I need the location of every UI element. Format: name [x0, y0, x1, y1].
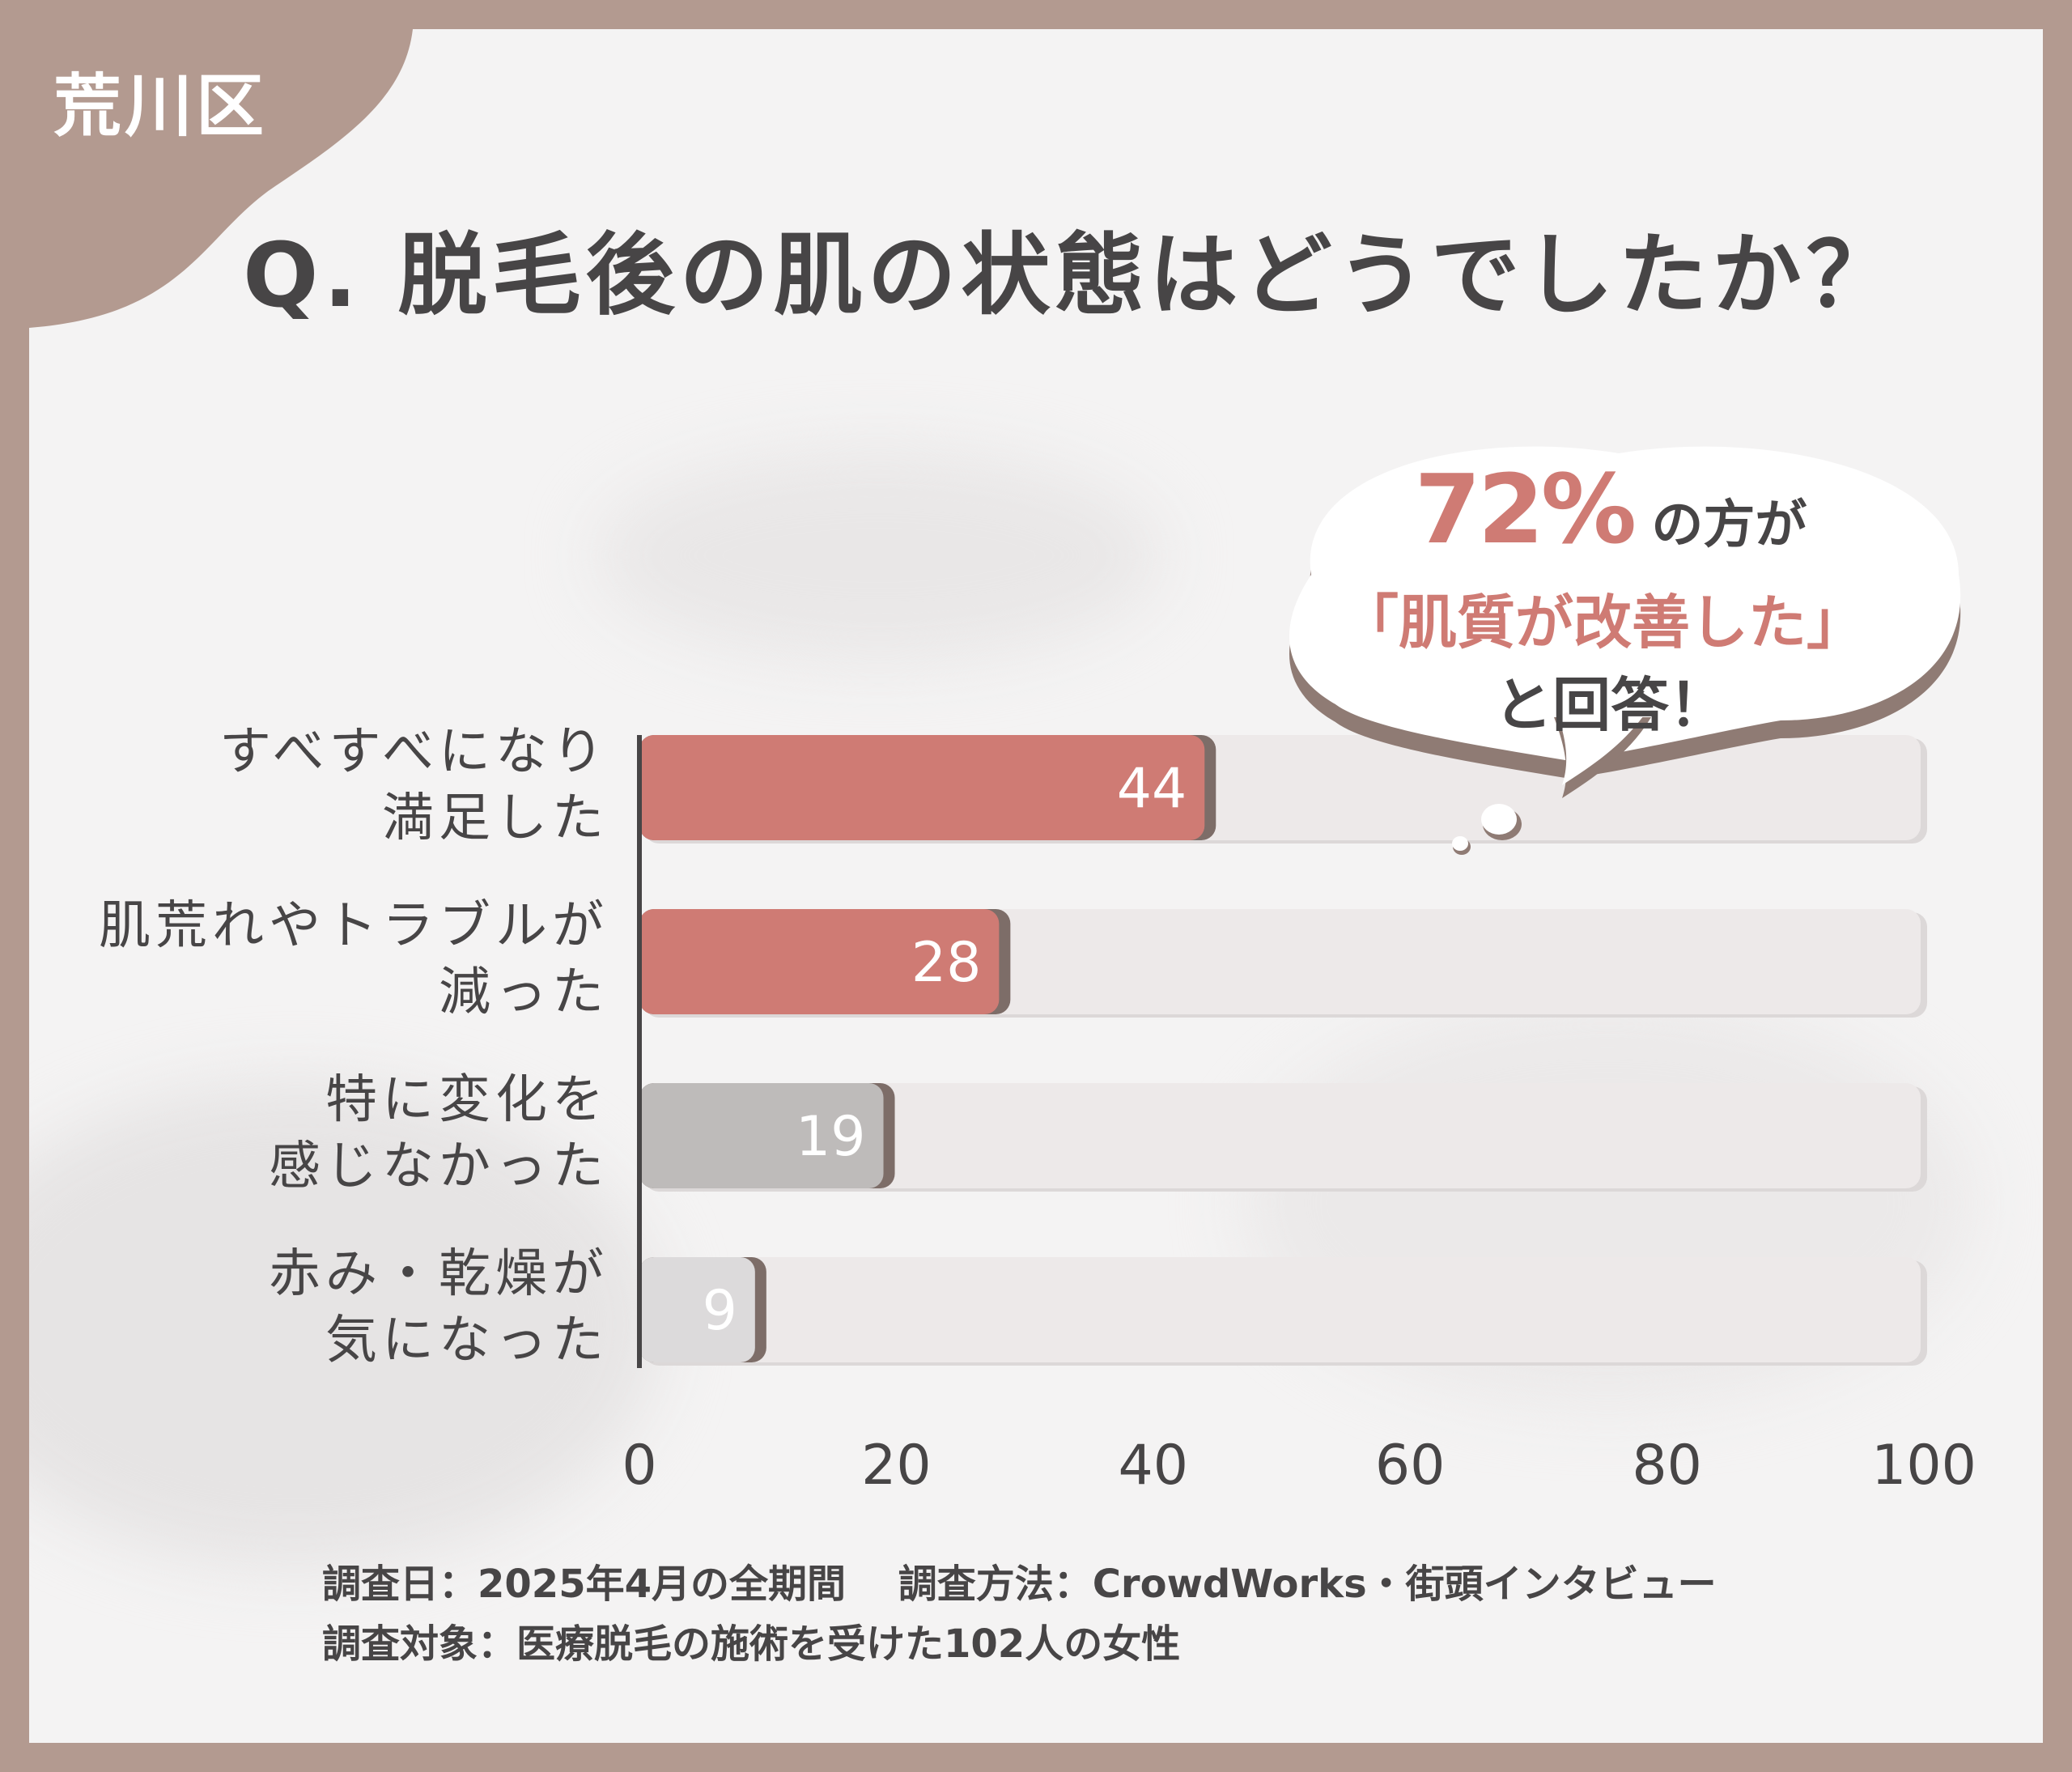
- callout-percent: 72%: [1414, 453, 1637, 565]
- question-title: Q. 脱毛後の肌の状態はどうでしたか？: [243, 223, 1900, 327]
- background-shade: [596, 450, 1162, 661]
- x-tick-label: 80: [1632, 1434, 1702, 1498]
- category-label: すべすべになり 満足した: [26, 719, 609, 852]
- callout-line1: 72% の方が: [1246, 453, 1975, 565]
- bar-value-label: 19: [796, 1105, 866, 1169]
- category-label-line: 赤み・乾燥が: [269, 1244, 609, 1304]
- category-label: 特に変化を感じなかった: [26, 1067, 609, 1200]
- bar-track: [639, 1257, 1921, 1362]
- category-label-line: 特に変化を: [325, 1070, 609, 1130]
- x-tick-label: 60: [1375, 1434, 1446, 1498]
- corner-tab: [29, 29, 413, 328]
- x-tick-label: 100: [1871, 1434, 1976, 1498]
- category-label-line: 肌荒れやトラブルが: [99, 896, 609, 956]
- bar-value-label: 9: [703, 1279, 737, 1343]
- callout-line3: と回答！: [1493, 671, 1727, 739]
- category-label-line: すべすべになり: [219, 722, 609, 782]
- footer-line1: 調査日：2025年4月の全期間 調査方法：CrowdWorks・街頭インタビュー: [322, 1562, 1717, 1607]
- category-label-line: 満足した: [382, 788, 609, 848]
- speech-bubble: [1289, 446, 1961, 855]
- bar: [639, 1257, 755, 1362]
- bar: [639, 1083, 884, 1188]
- category-label-line: 感じなかった: [269, 1137, 609, 1196]
- category-label-line: 気になった: [325, 1311, 609, 1370]
- bar-track: [639, 1083, 1921, 1188]
- callout-line2: 「肌質が改善した」: [1340, 589, 1865, 657]
- bar-value-label: 44: [1117, 757, 1187, 821]
- category-label: 肌荒れやトラブルが 減った: [26, 893, 609, 1026]
- x-tick-label: 0: [622, 1434, 656, 1498]
- category-label-line: 減った: [439, 962, 609, 1022]
- bar-value-label: 28: [911, 931, 982, 995]
- x-tick-label: 40: [1119, 1434, 1189, 1498]
- callout-line1-suffix: の方が: [1651, 495, 1807, 555]
- bar: [639, 909, 1000, 1014]
- x-tick-label: 20: [861, 1434, 932, 1498]
- footer-line2: 調査対象：医療脱毛の施術を受けた102人の女性: [322, 1621, 1181, 1667]
- survey-footer: 調査日：2025年4月の全期間 調査方法：CrowdWorks・街頭インタビュー…: [322, 1554, 1717, 1674]
- bar: [639, 735, 1205, 840]
- category-label: 赤み・乾燥が気になった: [26, 1241, 609, 1374]
- background-shade: [29, 1081, 660, 1567]
- region-label: 荒川区: [53, 66, 268, 146]
